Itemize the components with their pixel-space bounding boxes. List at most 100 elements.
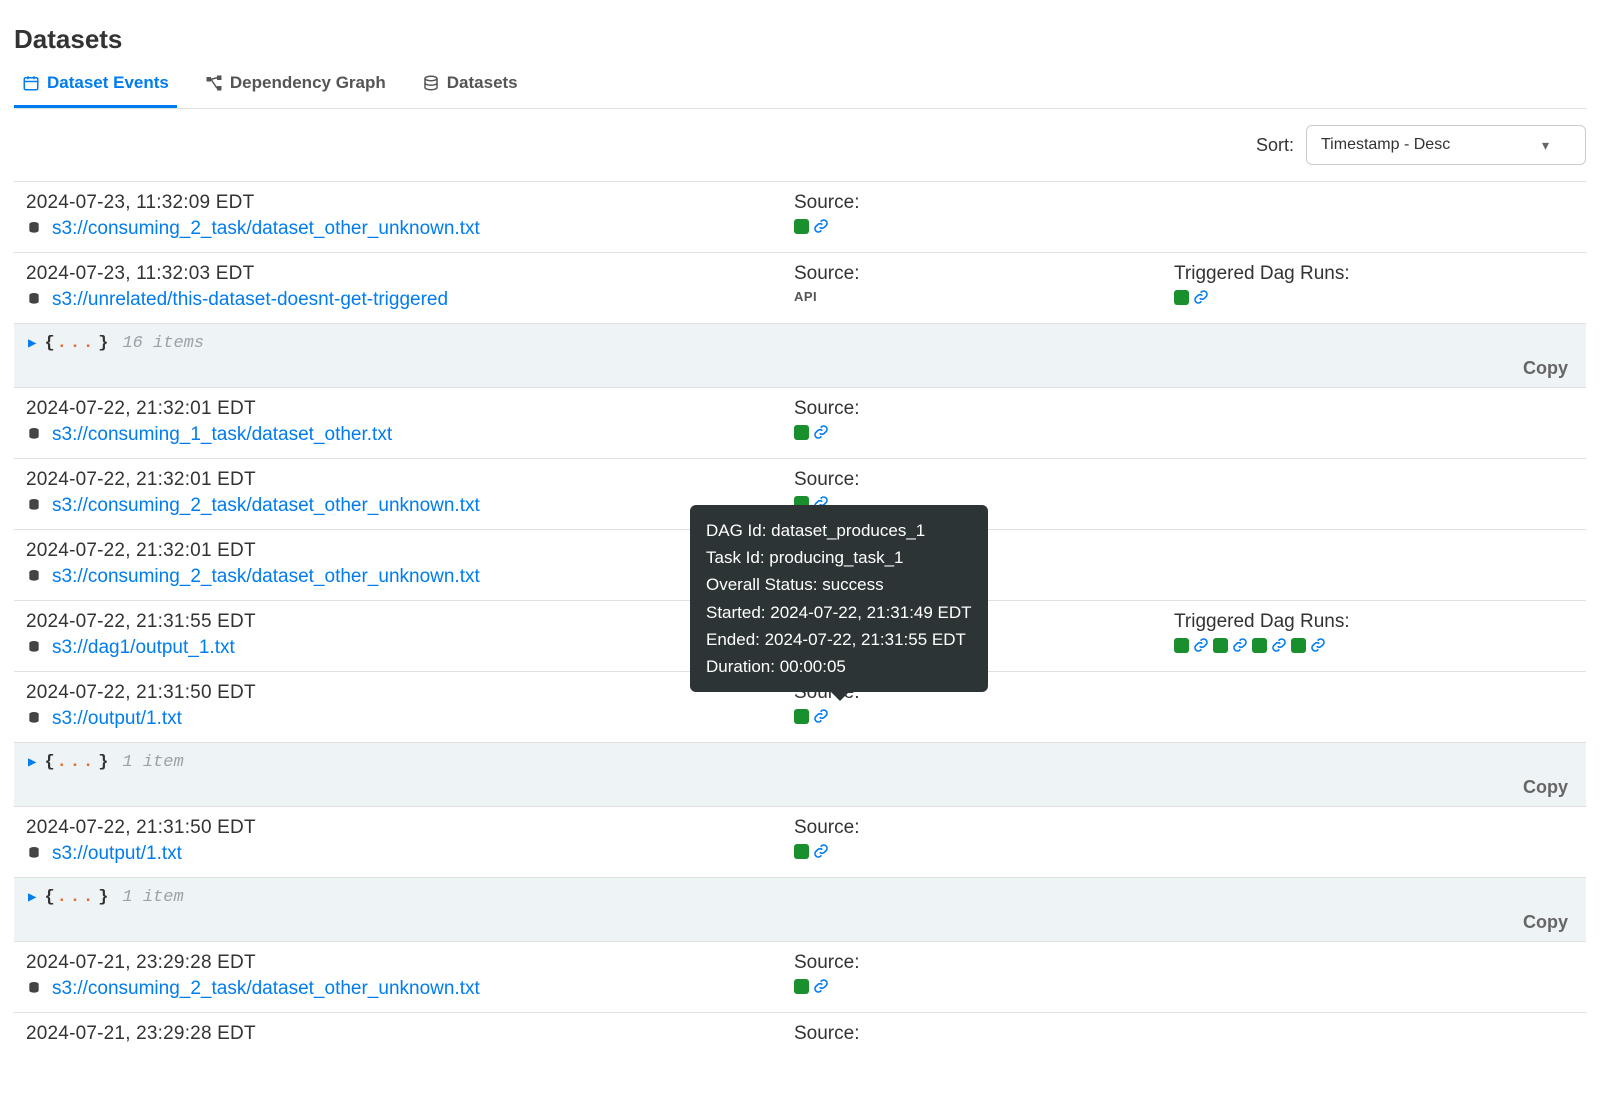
payload-row[interactable]: ▶ {...} 1 item Copy (14, 878, 1586, 942)
status-badge[interactable] (1252, 638, 1267, 653)
expand-caret-icon[interactable]: ▶ (28, 889, 36, 906)
dataset-link[interactable]: s3://dag1/output_1.txt (52, 637, 235, 659)
triggered-label: Triggered Dag Runs: (1174, 611, 1574, 633)
triggered-col (1174, 952, 1574, 1000)
dataset-link[interactable]: s3://consuming_2_task/dataset_other_unkn… (52, 495, 480, 517)
dataset-icon (26, 426, 44, 444)
ellipsis: ... (55, 753, 99, 772)
item-count: 1 item (122, 753, 183, 772)
event-timestamp: 2024-07-21, 23:29:28 EDT (26, 952, 794, 974)
dataset-icon (26, 845, 44, 863)
triggered-col (1174, 398, 1574, 446)
link-icon[interactable] (813, 843, 829, 859)
link-icon[interactable] (813, 424, 829, 440)
expand-caret-icon[interactable]: ▶ (28, 335, 36, 352)
event-main: 2024-07-23, 11:32:03 EDTs3://unrelated/t… (26, 263, 794, 311)
event-main: 2024-07-22, 21:31:55 EDTs3://dag1/output… (26, 611, 794, 659)
link-icon[interactable] (813, 218, 829, 234)
link-icon[interactable] (1193, 289, 1209, 305)
tab-datasets[interactable]: Datasets (414, 65, 526, 108)
event-timestamp: 2024-07-21, 23:29:28 EDT (26, 1023, 794, 1045)
ellipsis: ... (55, 334, 99, 353)
tab-dependency-graph[interactable]: Dependency Graph (197, 65, 394, 108)
sort-select[interactable]: Timestamp - Desc ▾ (1306, 125, 1586, 165)
dataset-link[interactable]: s3://output/1.txt (52, 843, 182, 865)
tooltip-line: Overall Status: success (706, 571, 972, 598)
source-col: Source: (794, 192, 1174, 240)
dataset-icon (26, 568, 44, 586)
source-col: Source:API (794, 263, 1174, 311)
tooltip-line: Ended: 2024-07-22, 21:31:55 EDT (706, 626, 972, 653)
event-main: 2024-07-22, 21:32:01 EDT s3://consuming_2… (26, 469, 794, 517)
dataset-link[interactable]: s3://output/1.txt (52, 708, 182, 730)
dataset-link[interactable]: s3://consuming_2_task/dataset_other_unkn… (52, 218, 480, 240)
event-row: 2024-07-22, 21:32:01 EDTs3://consuming_1… (14, 388, 1586, 459)
payload-row[interactable]: ▶{...}1 itemCopy (14, 743, 1586, 807)
event-main: 2024-07-22, 21:32:01 EDTs3://consuming_1… (26, 398, 794, 446)
calendar-icon (22, 74, 40, 92)
triggered-label: Triggered Dag Runs: (1174, 263, 1574, 285)
link-icon[interactable] (1193, 637, 1209, 653)
copy-button[interactable]: Copy (1523, 358, 1568, 379)
copy-button[interactable]: Copy (1523, 777, 1568, 798)
source-col: Source: (794, 1023, 1174, 1045)
source-col: Source: (794, 817, 1174, 865)
dataset-link[interactable]: s3://consuming_1_task/dataset_other.txt (52, 424, 392, 446)
source-tooltip: DAG Id: dataset_produces_1Task Id: produ… (690, 505, 988, 692)
dataset-link[interactable]: s3://unrelated/this-dataset-doesnt-get-t… (52, 289, 448, 311)
sort-selected-value: Timestamp - Desc (1321, 136, 1450, 154)
tooltip-line: Started: 2024-07-22, 21:31:49 EDT (706, 599, 972, 626)
dataset-icon (26, 980, 44, 998)
source-label: Source: (794, 192, 1174, 214)
link-icon[interactable] (1232, 637, 1248, 653)
triggered-col: Triggered Dag Runs: (1174, 611, 1574, 659)
source-col: Source: (794, 952, 1174, 1000)
dataset-icon (26, 220, 44, 238)
status-badge[interactable] (1174, 290, 1189, 305)
triggered-col (1174, 1023, 1574, 1045)
item-count: 1 item (122, 888, 183, 907)
status-badge[interactable] (794, 979, 809, 994)
source-label: Source: (794, 952, 1174, 974)
dataset-link[interactable]: s3://consuming_2_task/dataset_other_unkn… (52, 566, 480, 588)
tab-dataset-events[interactable]: Dataset Events (14, 65, 177, 108)
source-label: Source: (794, 817, 1174, 839)
dataset-icon (26, 291, 44, 309)
status-badge[interactable] (1291, 638, 1306, 653)
ellipsis: ... (55, 888, 99, 907)
brace: { (44, 334, 54, 353)
status-badge[interactable] (794, 844, 809, 859)
status-badge[interactable] (794, 425, 809, 440)
dataset-icon (26, 639, 44, 657)
payload-row[interactable]: ▶{...}16 itemsCopy (14, 324, 1586, 388)
status-badge[interactable] (794, 219, 809, 234)
status-badge[interactable] (1174, 638, 1189, 653)
link-icon[interactable] (813, 708, 829, 724)
copy-button[interactable]: Copy (1523, 912, 1568, 933)
source-label: Source: (794, 398, 1174, 420)
event-row: 2024-07-21, 23:29:28 EDT s3://consuming_2… (14, 942, 1586, 1013)
triggered-col (1174, 540, 1574, 588)
status-badge[interactable] (794, 709, 809, 724)
tooltip-line: Task Id: producing_task_1 (706, 544, 972, 571)
brace: } (98, 888, 108, 907)
tab-label: Dependency Graph (230, 73, 386, 93)
triggered-col (1174, 192, 1574, 240)
expand-caret-icon[interactable]: ▶ (28, 754, 36, 771)
event-row: 2024-07-23, 11:32:03 EDTs3://unrelated/t… (14, 253, 1586, 324)
source-label: Source: (794, 263, 1174, 285)
link-icon[interactable] (813, 978, 829, 994)
tooltip-line: DAG Id: dataset_produces_1 (706, 517, 972, 544)
event-main: 2024-07-22, 21:32:01 EDTs3://consuming_2… (26, 540, 794, 588)
link-icon[interactable] (1271, 637, 1287, 653)
tabs: Dataset Events Dependency Graph Datasets (14, 65, 1586, 109)
event-timestamp: 2024-07-23, 11:32:09 EDT (26, 192, 794, 214)
dataset-icon (26, 710, 44, 728)
tab-label: Datasets (447, 73, 518, 93)
brace: { (44, 888, 54, 907)
dataset-link[interactable]: s3://consuming_2_task/dataset_other_unkn… (52, 978, 480, 1000)
link-icon[interactable] (1310, 637, 1326, 653)
event-timestamp: 2024-07-22, 21:32:01 EDT (26, 469, 794, 491)
source-col: Source: (794, 398, 1174, 446)
status-badge[interactable] (1213, 638, 1228, 653)
